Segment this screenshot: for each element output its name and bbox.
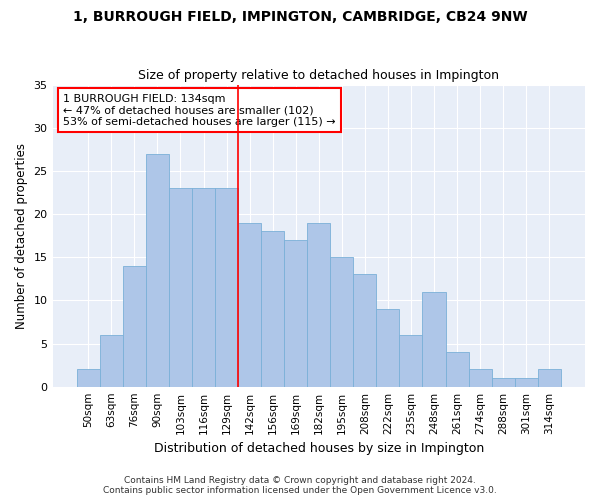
Bar	[77, 370, 100, 386]
Bar	[422, 292, 446, 386]
Bar	[376, 309, 400, 386]
Bar	[538, 370, 561, 386]
Bar	[100, 335, 123, 386]
Bar	[261, 232, 284, 386]
Bar	[515, 378, 538, 386]
Bar	[446, 352, 469, 386]
Bar	[284, 240, 307, 386]
Bar	[307, 222, 330, 386]
X-axis label: Distribution of detached houses by size in Impington: Distribution of detached houses by size …	[154, 442, 484, 455]
Bar	[238, 222, 261, 386]
Y-axis label: Number of detached properties: Number of detached properties	[15, 142, 28, 328]
Bar	[491, 378, 515, 386]
Bar	[215, 188, 238, 386]
Bar	[146, 154, 169, 386]
Bar	[400, 335, 422, 386]
Bar	[353, 274, 376, 386]
Title: Size of property relative to detached houses in Impington: Size of property relative to detached ho…	[138, 69, 499, 82]
Bar	[469, 370, 491, 386]
Text: Contains HM Land Registry data © Crown copyright and database right 2024.
Contai: Contains HM Land Registry data © Crown c…	[103, 476, 497, 495]
Text: 1 BURROUGH FIELD: 134sqm
← 47% of detached houses are smaller (102)
53% of semi-: 1 BURROUGH FIELD: 134sqm ← 47% of detach…	[63, 94, 336, 127]
Text: 1, BURROUGH FIELD, IMPINGTON, CAMBRIDGE, CB24 9NW: 1, BURROUGH FIELD, IMPINGTON, CAMBRIDGE,…	[73, 10, 527, 24]
Bar	[169, 188, 192, 386]
Bar	[192, 188, 215, 386]
Bar	[330, 257, 353, 386]
Bar	[123, 266, 146, 386]
